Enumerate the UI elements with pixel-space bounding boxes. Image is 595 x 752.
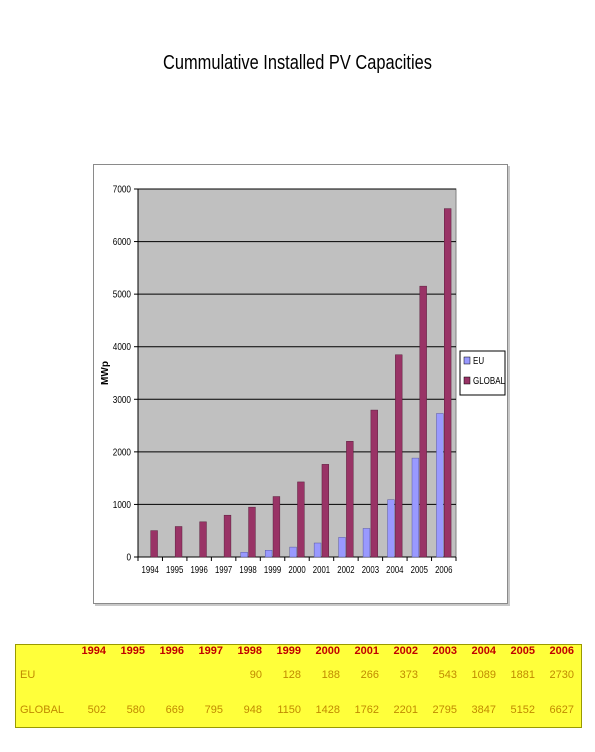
table-header-cell: 2000	[315, 645, 340, 657]
y-axis-label: MWp	[100, 361, 111, 385]
bar-eu-2003	[362, 528, 371, 558]
chart-frame: 0 1000 2000 3000 4000 5000 6000 7000 MWp 1994 1995…	[93, 164, 508, 604]
table-cell: 1089	[471, 668, 496, 681]
table-row-label: EU	[20, 668, 36, 681]
y-tick-label: 3000	[113, 394, 131, 405]
table-cell	[113, 657, 152, 692]
table-cell: 266	[360, 668, 379, 681]
table-cell: 128	[282, 668, 301, 681]
x-tick-label: 1997	[215, 564, 232, 575]
bar-global-2005	[419, 285, 427, 558]
x-tick-label: 1994	[142, 564, 159, 575]
x-tick-label: 2002	[337, 564, 354, 575]
data-table-grid: 1994 1995 1996 1997 1998 1999 2000 2001 2002 2003…	[16, 645, 581, 727]
y-tick-label: 6000	[113, 236, 131, 247]
plot-area	[137, 188, 457, 558]
table-cell: 948	[243, 703, 262, 716]
table-header-cell: 1995	[120, 645, 145, 657]
table-cell: 1881	[510, 668, 535, 681]
x-tick-label: 2001	[313, 564, 330, 575]
table-header-cell: 2001	[354, 645, 379, 657]
bar-global-1994	[150, 530, 158, 558]
bar-global-2002	[346, 441, 354, 558]
table-header-cell: 1996	[159, 645, 184, 657]
x-tick-label: 1995	[166, 564, 183, 575]
table-header-cell: 2003	[432, 645, 457, 657]
bar-eu-2000	[289, 546, 297, 558]
table-header-cell: 1998	[237, 645, 262, 657]
bar-global-1999	[272, 496, 281, 558]
legend-swatch-global	[463, 376, 471, 385]
x-tick-label: 1999	[264, 564, 281, 575]
bar-global-2003	[370, 409, 378, 558]
chart-title: Cummulative Installed PV Capacities	[163, 52, 432, 74]
bar-global-2006	[444, 208, 452, 558]
table-cell: 1150	[277, 703, 301, 716]
bar-eu-1999	[264, 550, 273, 558]
bar-eu-2005	[411, 457, 420, 558]
legend-label-eu: EU	[473, 355, 484, 366]
table-header-row: 1994 1995 1996 1997 1998 1999 2000 2001 2002 2003…	[16, 645, 581, 657]
x-tick-label: 2005	[411, 564, 428, 575]
table-cell: 5152	[510, 703, 535, 716]
table-cell: 2201	[393, 703, 418, 716]
x-tick-label: 1996	[190, 564, 207, 575]
bar-global-1998	[248, 506, 256, 558]
table-cell: 795	[204, 703, 223, 716]
bar-global-1995	[174, 526, 183, 558]
bar-global-2004	[395, 354, 403, 558]
bar-eu-2004	[387, 499, 395, 558]
y-tick-label: 5000	[113, 289, 131, 300]
x-tick-label: 1998	[239, 564, 256, 575]
bar-chart: 0 1000 2000 3000 4000 5000 6000 7000 MWp 1994 1995…	[100, 184, 506, 575]
x-tick-label: 2000	[288, 564, 305, 575]
table-header-cell: 1999	[276, 645, 301, 657]
table-cell: 188	[321, 668, 340, 681]
table-header-cell: 2004	[471, 645, 496, 657]
y-tick-label: 1000	[113, 499, 131, 510]
table-corner-cell	[16, 645, 74, 657]
table-header-cell: 2005	[510, 645, 535, 657]
table-row-label: GLOBAL	[20, 703, 65, 716]
bar-eu-2002	[338, 537, 346, 558]
table-cell: 1428	[315, 703, 340, 716]
x-tick-label: 2003	[362, 564, 379, 575]
table-row: GLOBAL 502 580 669 795 948 1150 1428 1762 2201 279…	[16, 692, 581, 727]
y-tick-label: 2000	[113, 447, 131, 458]
y-tick-label: 4000	[113, 341, 131, 352]
table-header-cell: 2006	[549, 645, 574, 657]
table-header-cell: 1997	[198, 645, 223, 657]
table-row: EU 90 128 188 266 373 543 1089 1881 2730	[16, 657, 581, 692]
x-tick-label: 2006	[435, 564, 452, 575]
bar-global-2001	[321, 464, 330, 558]
x-tick-label: 2004	[386, 564, 403, 575]
bar-eu-2006	[436, 413, 444, 558]
table-cell: 6627	[549, 703, 574, 716]
bar-eu-1998	[240, 552, 248, 558]
y-tick-label: 7000	[113, 184, 131, 195]
table-cell: 2795	[432, 703, 457, 716]
table-cell	[152, 657, 191, 692]
table-cell	[74, 657, 113, 692]
y-tick-label: 0	[126, 552, 131, 563]
bar-global-1996	[199, 521, 207, 558]
table-header-cell: 2002	[393, 645, 418, 657]
table-cell: 2730	[549, 668, 574, 681]
table-cell: 90	[249, 668, 262, 681]
table-cell: 580	[126, 703, 145, 716]
legend-swatch-eu	[463, 356, 471, 365]
bar-global-1997	[223, 514, 232, 558]
data-table: 1994 1995 1996 1997 1998 1999 2000 2001 2002 2003…	[15, 644, 582, 728]
bar-global-2000	[297, 481, 305, 558]
table-cell: 3847	[471, 703, 496, 716]
table-header-cell: 1994	[81, 645, 106, 657]
table-cell	[191, 657, 230, 692]
bar-eu-2001	[313, 542, 322, 558]
table-cell: 543	[438, 668, 457, 681]
table-cell: 373	[399, 668, 418, 681]
legend-label-global: GLOBAL	[473, 375, 505, 386]
table-cell: 1762	[354, 703, 379, 716]
table-cell: 502	[87, 703, 106, 716]
table-cell: 669	[165, 703, 184, 716]
